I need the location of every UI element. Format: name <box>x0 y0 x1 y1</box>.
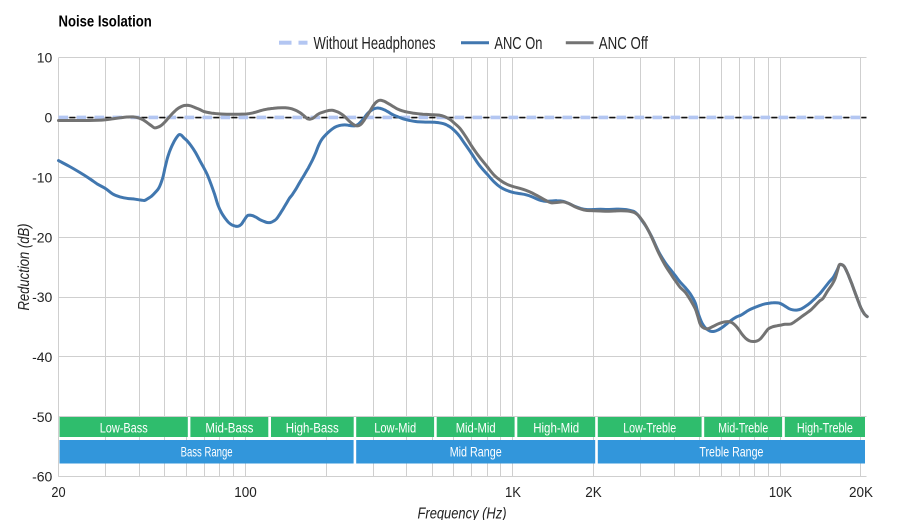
svg-text:10K: 10K <box>769 484 792 501</box>
svg-text:High-Bass: High-Bass <box>286 421 339 436</box>
svg-text:ANC On: ANC On <box>494 33 542 53</box>
svg-text:High-Treble: High-Treble <box>797 421 853 436</box>
svg-text:-30: -30 <box>32 289 52 305</box>
svg-text:-20: -20 <box>32 229 52 245</box>
svg-text:100: 100 <box>234 484 257 501</box>
svg-text:Mid Range: Mid Range <box>450 444 502 459</box>
svg-text:Low-Mid: Low-Mid <box>374 421 416 436</box>
svg-text:-40: -40 <box>32 349 52 365</box>
svg-text:Mid-Bass: Mid-Bass <box>205 421 253 436</box>
svg-text:ANC Off: ANC Off <box>599 33 648 53</box>
svg-text:-10: -10 <box>32 169 52 185</box>
svg-text:Frequency (Hz): Frequency (Hz) <box>418 506 507 520</box>
svg-text:Without Headphones: Without Headphones <box>314 33 436 53</box>
svg-text:-60: -60 <box>32 469 52 485</box>
svg-text:Low-Bass: Low-Bass <box>100 421 148 436</box>
svg-text:10: 10 <box>37 50 53 66</box>
svg-text:-50: -50 <box>32 409 52 425</box>
svg-text:20: 20 <box>51 484 65 501</box>
svg-text:Noise Isolation: Noise Isolation <box>59 14 152 31</box>
svg-text:High-Mid: High-Mid <box>533 421 579 436</box>
svg-text:Bass Range: Bass Range <box>181 444 233 459</box>
svg-text:Mid-Mid: Mid-Mid <box>456 421 496 436</box>
svg-text:0: 0 <box>45 110 53 126</box>
svg-text:Treble Range: Treble Range <box>699 444 763 459</box>
svg-text:1K: 1K <box>505 484 521 501</box>
svg-text:2K: 2K <box>585 484 602 501</box>
svg-text:Low-Treble: Low-Treble <box>623 421 676 436</box>
svg-text:Mid-Treble: Mid-Treble <box>718 421 768 436</box>
svg-text:Reduction (dB): Reduction (dB) <box>16 224 33 311</box>
svg-text:20K: 20K <box>849 484 873 501</box>
